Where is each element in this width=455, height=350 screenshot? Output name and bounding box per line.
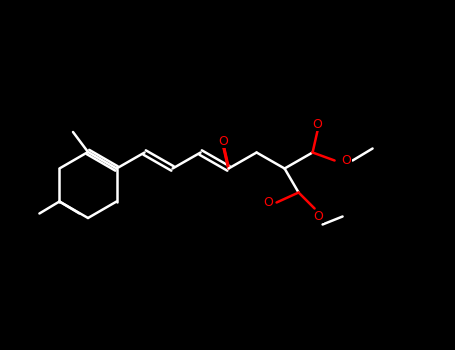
Text: O: O <box>342 154 352 167</box>
Text: O: O <box>263 196 273 209</box>
Text: O: O <box>219 135 228 148</box>
Text: O: O <box>313 118 323 131</box>
Text: O: O <box>313 210 324 223</box>
